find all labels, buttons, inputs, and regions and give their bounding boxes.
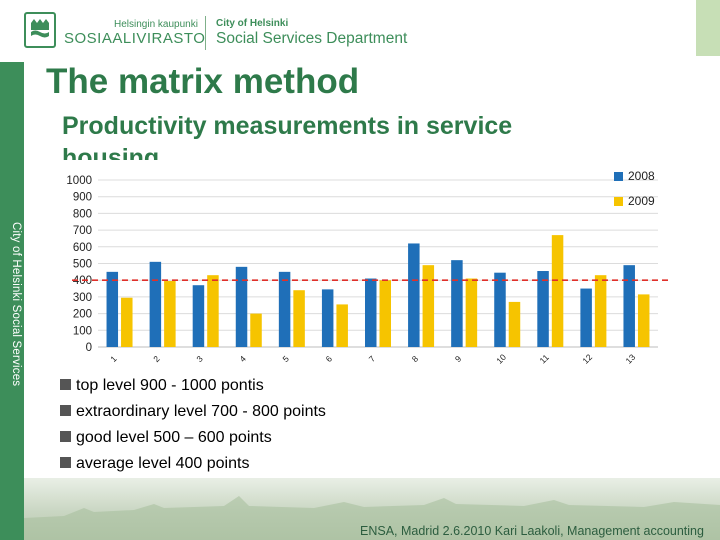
x-tick-label: 10 — [494, 352, 508, 366]
y-tick-label: 500 — [73, 259, 92, 271]
corner-decoration — [696, 0, 720, 56]
sidebar-label: City of Helsinki Social Services — [10, 222, 22, 387]
x-tick-label: 1 — [108, 353, 119, 364]
x-tick-label: 9 — [453, 353, 464, 364]
header-divider — [205, 16, 206, 50]
legend-swatch — [614, 197, 623, 206]
x-tick-label: 6 — [324, 353, 335, 364]
org-small-name: Helsingin kaupunki — [114, 19, 198, 30]
bar-2008 — [278, 271, 291, 347]
bullet-marker — [60, 379, 71, 390]
helsinki-crest-icon — [24, 12, 56, 48]
bar-2008 — [580, 288, 592, 347]
y-tick-label: 100 — [73, 325, 92, 337]
bar-2009 — [121, 297, 133, 347]
y-tick-label: 1000 — [66, 175, 92, 187]
bar-2008 — [494, 272, 506, 347]
bar-2009 — [422, 265, 435, 347]
bar-2008 — [623, 265, 635, 347]
bar-2009 — [250, 313, 262, 347]
bar-2008 — [321, 289, 334, 347]
slide-subtitle: Productivity measurements in service hou… — [62, 112, 513, 162]
bullet-text: top level 900 - 1000 pontis — [76, 377, 264, 394]
legend-label: 2009 — [628, 194, 655, 208]
legend-label: 2008 — [628, 169, 655, 183]
x-tick-label: 13 — [623, 352, 637, 366]
bar-2009 — [379, 280, 391, 347]
bullet-item: extraordinary level 700 - 800 points — [60, 402, 326, 428]
org-name: SOSIAALIVIRASTO — [64, 30, 206, 47]
bullet-text: average level 400 points — [76, 455, 250, 472]
sidebar-strip — [0, 62, 24, 540]
bar-2008 — [192, 285, 205, 347]
x-tick-label: 4 — [237, 353, 248, 364]
y-tick-label: 800 — [73, 208, 92, 220]
y-tick-label: 700 — [73, 225, 92, 237]
y-tick-label: 0 — [86, 342, 92, 354]
bar-2008 — [537, 271, 549, 347]
bullet-text: extraordinary level 700 - 800 points — [76, 403, 326, 420]
bar-2009 — [164, 281, 176, 347]
bar-2009 — [336, 304, 348, 347]
bullet-marker — [60, 457, 71, 468]
chart-area — [42, 160, 672, 375]
bar-2008 — [451, 260, 463, 347]
y-tick-label: 300 — [73, 292, 92, 304]
bullet-text: good level 500 – 600 points — [76, 429, 272, 446]
bar-2009 — [293, 290, 305, 347]
bar-2009 — [551, 235, 564, 347]
department-name: Social Services Department — [216, 30, 408, 47]
bullet-marker — [60, 431, 71, 442]
bar-2009 — [594, 275, 607, 347]
y-tick-label: 200 — [73, 309, 92, 321]
dept-city: City of Helsinki — [216, 18, 289, 29]
x-tick-label: 2 — [151, 353, 162, 364]
x-tick-label: 8 — [410, 353, 421, 364]
y-tick-label: 400 — [73, 275, 92, 287]
bar-2008 — [408, 243, 420, 347]
bar-2009 — [207, 275, 219, 347]
y-tick-label: 900 — [73, 192, 92, 204]
bar-2008 — [365, 278, 377, 347]
bar-2008 — [235, 266, 248, 347]
x-tick-label: 12 — [580, 352, 594, 366]
bullet-item: top level 900 - 1000 pontis — [60, 376, 326, 402]
bar-2009 — [465, 278, 478, 347]
y-tick-label: 600 — [73, 242, 92, 254]
bar-2008 — [106, 271, 119, 347]
x-tick-label: 7 — [367, 353, 378, 364]
bar-2009 — [637, 294, 650, 347]
legend-swatch — [614, 172, 623, 181]
footer-text: ENSA, Madrid 2.6.2010 Kari Laakoli, Mana… — [360, 524, 704, 538]
slide-title: The matrix method — [46, 62, 360, 101]
cityscape-silhouette — [24, 496, 720, 540]
bar-2008 — [149, 261, 162, 347]
x-tick-label: 5 — [281, 353, 292, 364]
bullet-item: average level 400 points — [60, 454, 326, 480]
bullet-item: good level 500 – 600 points — [60, 428, 326, 454]
bullet-marker — [60, 405, 71, 416]
x-tick-label: 3 — [194, 353, 205, 364]
x-tick-label: 11 — [538, 352, 552, 366]
bar-2009 — [508, 301, 521, 347]
bullet-list: top level 900 - 1000 pontis extraordinar… — [60, 376, 326, 480]
